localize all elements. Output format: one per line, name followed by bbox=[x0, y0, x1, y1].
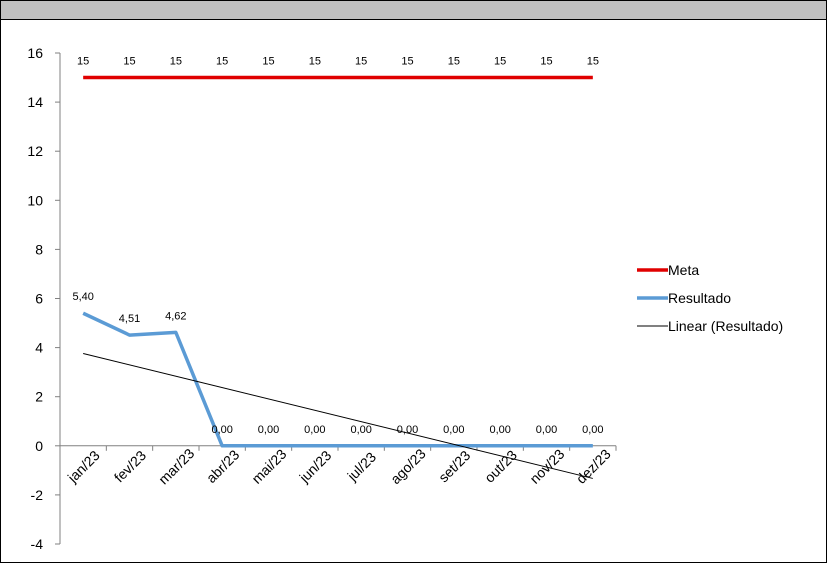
data-label: 15 bbox=[355, 56, 367, 68]
data-label: 15 bbox=[123, 56, 135, 68]
data-label: 0,00 bbox=[397, 424, 418, 436]
data-label: 15 bbox=[216, 56, 228, 68]
y-tick-label: 6 bbox=[35, 291, 43, 307]
y-tick-label: 4 bbox=[35, 340, 43, 356]
data-label: 15 bbox=[494, 56, 506, 68]
data-label: 0,00 bbox=[443, 424, 464, 436]
series-line-resultado bbox=[82, 311, 593, 448]
data-label: 5,40 bbox=[72, 291, 93, 303]
x-tick-label: jun/23 bbox=[295, 447, 334, 486]
data-label: 4,62 bbox=[165, 310, 186, 322]
y-tick-label: -4 bbox=[31, 536, 44, 552]
data-label: 0,00 bbox=[304, 424, 325, 436]
y-tick-label: -2 bbox=[31, 487, 44, 503]
x-tick-label: dez/23 bbox=[573, 446, 614, 487]
x-tick-label: fev/23 bbox=[111, 447, 149, 485]
data-label: 15 bbox=[309, 56, 321, 68]
data-label: 0,00 bbox=[489, 424, 510, 436]
trendline bbox=[83, 353, 593, 479]
data-label: 0,00 bbox=[258, 424, 279, 436]
data-label: 4,51 bbox=[119, 313, 140, 325]
x-tick-label: set/23 bbox=[435, 447, 473, 485]
x-tick-label: ago/23 bbox=[387, 445, 429, 487]
x-tick-label: nov/23 bbox=[526, 446, 567, 487]
data-label: 0,00 bbox=[350, 424, 371, 436]
data-label: 15 bbox=[262, 56, 274, 68]
data-label: 0,00 bbox=[211, 424, 232, 436]
data-label: 15 bbox=[170, 56, 182, 68]
legend-label: Meta bbox=[668, 262, 699, 278]
y-tick-label: 12 bbox=[27, 143, 43, 159]
x-tick-label: jan/23 bbox=[64, 447, 103, 486]
data-label: 15 bbox=[540, 56, 552, 68]
data-label: 15 bbox=[77, 56, 89, 68]
y-tick-label: 0 bbox=[35, 438, 43, 454]
data-label: 0,00 bbox=[582, 424, 603, 436]
y-tick-label: 2 bbox=[35, 389, 43, 405]
x-tick-label: mai/23 bbox=[248, 446, 289, 487]
data-label: 15 bbox=[587, 56, 599, 68]
legend-label: Resultado bbox=[668, 290, 731, 306]
y-tick-label: 16 bbox=[27, 45, 43, 61]
data-label: 15 bbox=[448, 56, 460, 68]
x-tick-label: jul/23 bbox=[343, 449, 379, 485]
x-tick-label: mar/23 bbox=[155, 445, 197, 487]
legend-label: Linear (Resultado) bbox=[668, 318, 783, 334]
y-tick-label: 10 bbox=[27, 192, 43, 208]
x-tick-label: abr/23 bbox=[203, 446, 243, 486]
data-label: 15 bbox=[401, 56, 413, 68]
data-label: 0,00 bbox=[536, 424, 557, 436]
y-tick-label: 14 bbox=[27, 94, 43, 110]
y-tick-label: 8 bbox=[35, 241, 43, 257]
